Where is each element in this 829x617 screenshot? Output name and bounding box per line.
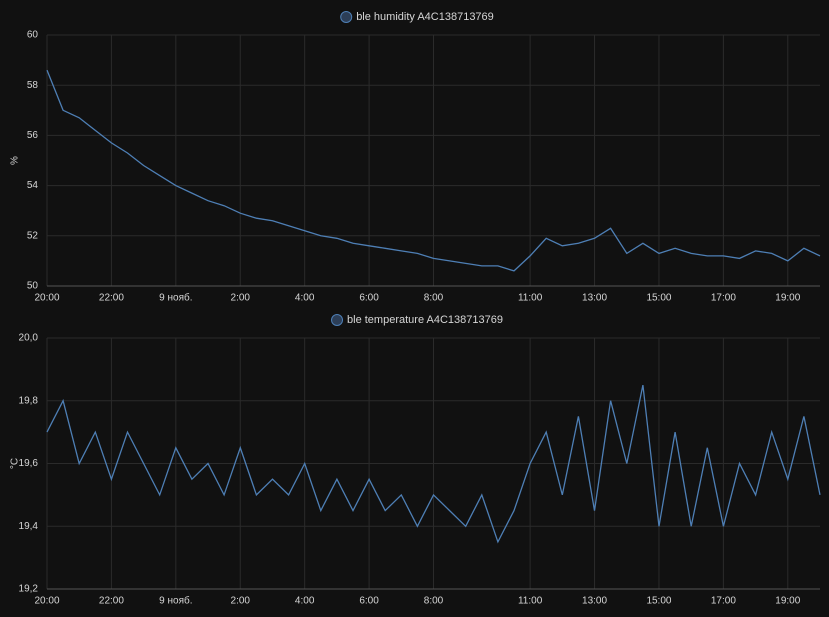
x-tick-label: 9 нояб. [159, 292, 192, 304]
legend-swatch [340, 11, 353, 23]
y-tick-label: 19,6 [19, 458, 39, 469]
x-tick-label: 13:00 [582, 596, 607, 607]
y-tick-label: 19,8 [19, 395, 39, 406]
x-tick-label: 13:00 [582, 293, 607, 304]
x-tick-label: 11:00 [518, 293, 543, 304]
data-line [46, 384, 821, 544]
x-tick-label: 8:00 [424, 293, 444, 304]
y-tick-label: 58 [27, 80, 39, 91]
y-tick-label: 50 [27, 281, 39, 292]
x-tick-label: 9 нояб. [159, 595, 192, 607]
y-axis-label: °C [10, 458, 21, 469]
y-tick-label: 20,0 [19, 333, 39, 344]
x-tick-label: 15:00 [646, 596, 671, 607]
x-tick-label: 4:00 [295, 293, 315, 304]
y-axis-label: % [10, 156, 21, 165]
legend-text: ble humidity A4C138713769 [356, 11, 494, 23]
y-tick-label: 54 [27, 180, 39, 191]
x-tick-label: 19:00 [775, 596, 800, 607]
x-tick-label: 17:00 [711, 293, 736, 304]
y-tick-label: 52 [27, 230, 39, 241]
x-tick-label: 20:00 [34, 596, 59, 607]
data-line [46, 69, 821, 272]
x-tick-label: 2:00 [231, 596, 251, 607]
y-tick-label: 19,2 [19, 584, 39, 595]
x-tick-label: 22:00 [99, 293, 124, 304]
x-tick-label: 22:00 [99, 596, 124, 607]
x-tick-label: 17:00 [711, 596, 736, 607]
x-tick-label: 8:00 [424, 596, 444, 607]
legend-text: ble temperature A4C138713769 [347, 314, 503, 326]
x-tick-label: 15:00 [646, 293, 671, 304]
x-tick-label: 6:00 [359, 293, 379, 304]
y-tick-label: 19,4 [19, 521, 39, 532]
y-tick-label: 56 [27, 130, 39, 141]
legend-swatch [331, 314, 344, 326]
x-tick-label: 11:00 [518, 596, 543, 607]
x-tick-label: 20:00 [34, 293, 59, 304]
x-tick-label: 2:00 [231, 293, 251, 304]
x-tick-label: 4:00 [295, 596, 315, 607]
y-tick-label: 60 [27, 30, 39, 41]
x-tick-label: 19:00 [775, 293, 800, 304]
x-tick-label: 6:00 [359, 596, 379, 607]
